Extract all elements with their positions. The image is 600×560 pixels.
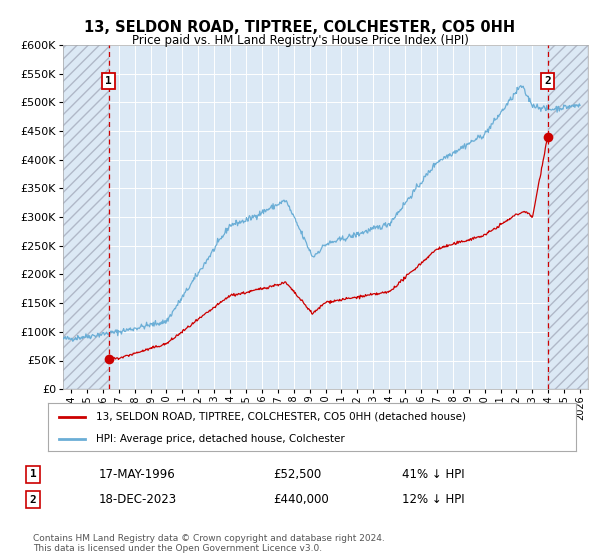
Text: 17-MAY-1996: 17-MAY-1996 — [99, 468, 176, 481]
Text: HPI: Average price, detached house, Colchester: HPI: Average price, detached house, Colc… — [95, 434, 344, 444]
Text: £52,500: £52,500 — [273, 468, 321, 481]
Bar — [548, 45, 588, 389]
Text: Contains HM Land Registry data © Crown copyright and database right 2024.
This d: Contains HM Land Registry data © Crown c… — [33, 534, 385, 553]
Text: 2: 2 — [544, 76, 551, 86]
Text: 13, SELDON ROAD, TIPTREE, COLCHESTER, CO5 0HH: 13, SELDON ROAD, TIPTREE, COLCHESTER, CO… — [85, 20, 515, 35]
Bar — [63, 45, 109, 389]
Text: 1: 1 — [106, 76, 112, 86]
Text: 18-DEC-2023: 18-DEC-2023 — [99, 493, 177, 506]
Text: 2: 2 — [29, 494, 37, 505]
Text: 41% ↓ HPI: 41% ↓ HPI — [402, 468, 464, 481]
Text: £440,000: £440,000 — [273, 493, 329, 506]
Text: 1: 1 — [29, 469, 37, 479]
Text: 12% ↓ HPI: 12% ↓ HPI — [402, 493, 464, 506]
Text: 13, SELDON ROAD, TIPTREE, COLCHESTER, CO5 0HH (detached house): 13, SELDON ROAD, TIPTREE, COLCHESTER, CO… — [95, 412, 466, 422]
Text: Price paid vs. HM Land Registry's House Price Index (HPI): Price paid vs. HM Land Registry's House … — [131, 34, 469, 46]
